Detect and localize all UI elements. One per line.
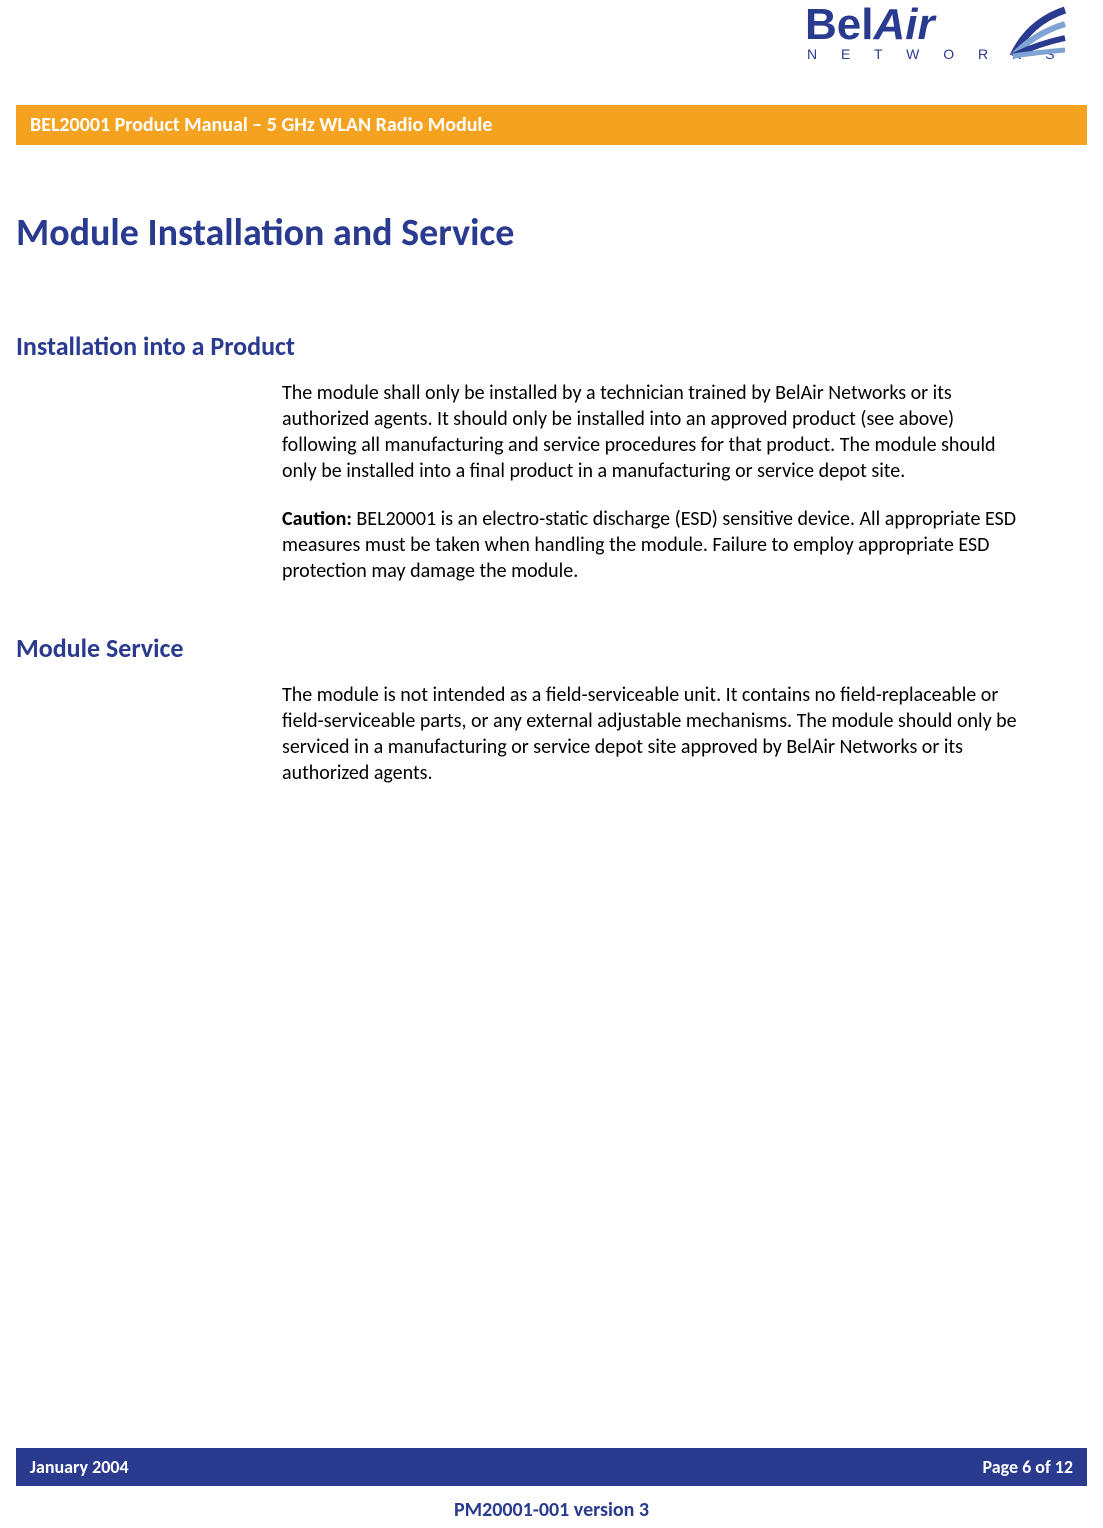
paragraph-text: BEL20001 is an electro-static discharge … (282, 507, 1016, 583)
logo-swoosh-icon (1009, 4, 1071, 62)
header-title: BEL20001 Product Manual – 5 GHz WLAN Rad… (30, 113, 492, 137)
footer-date: January 2004 (30, 1456, 129, 1478)
section-body: The module shall only be installed by a … (282, 380, 1033, 584)
paragraph-lead: Caution: (282, 507, 352, 531)
document-page: BelAir N E T W O R K S BEL20001 Product … (0, 0, 1103, 1528)
section-heading: Module Service (16, 632, 1033, 664)
brand-logo: BelAir N E T W O R K S (805, 0, 1075, 80)
header-bar: BEL20001 Product Manual – 5 GHz WLAN Rad… (16, 105, 1087, 145)
section-heading: Installation into a Product (16, 330, 1033, 362)
footer-version: PM20001-001 version 3 (0, 1498, 1103, 1522)
section-installation: Installation into a Product The module s… (16, 330, 1033, 606)
footer-page-number: Page 6 of 12 (983, 1456, 1073, 1478)
footer-bar: January 2004 Page 6 of 12 (16, 1448, 1087, 1486)
body-paragraph: Caution: BEL20001 is an electro-static d… (282, 506, 1033, 584)
paragraph-text: The module shall only be installed by a … (282, 381, 996, 483)
section-service: Module Service The module is not intende… (16, 632, 1033, 808)
paragraph-text: The module is not intended as a field-se… (282, 683, 1017, 785)
page-title: Module Installation and Service (16, 210, 514, 256)
body-paragraph: The module is not intended as a field-se… (282, 682, 1033, 786)
section-body: The module is not intended as a field-se… (282, 682, 1033, 786)
body-paragraph: The module shall only be installed by a … (282, 380, 1033, 484)
